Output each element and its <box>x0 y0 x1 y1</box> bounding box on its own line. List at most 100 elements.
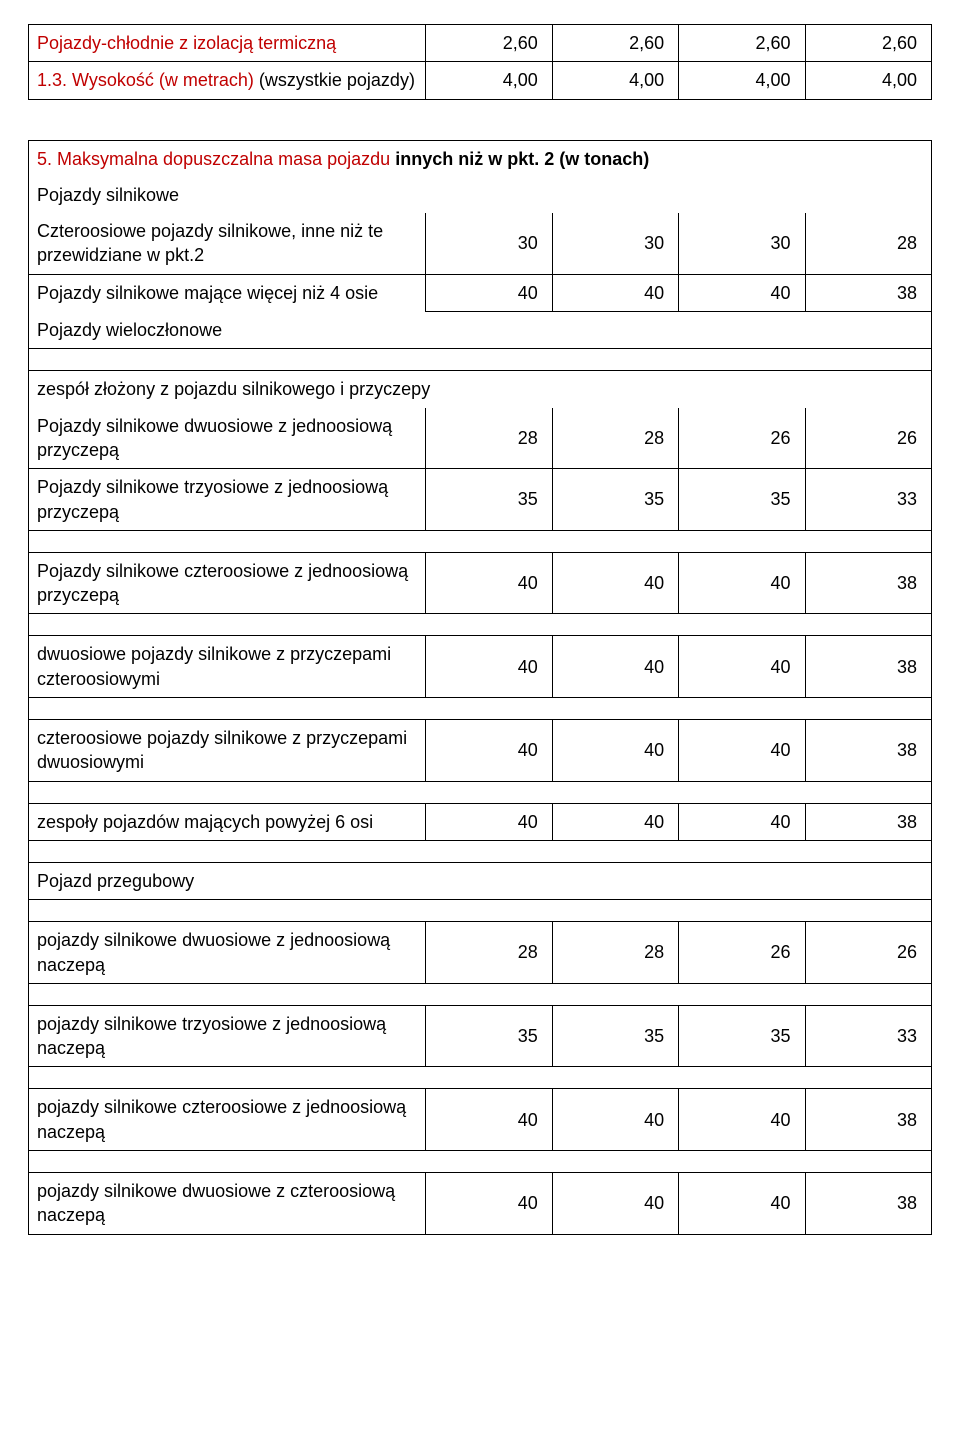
cell: 40 <box>679 636 805 698</box>
cell: 40 <box>552 274 678 311</box>
row-label: czteroosiowe pojazdy silnikowe z przycze… <box>29 720 426 782</box>
table-row: pojazdy silnikowe czteroosiowe z jednoos… <box>29 1089 932 1151</box>
cell: 38 <box>805 720 931 782</box>
cell: 35 <box>552 469 678 531</box>
row-label: pojazdy silnikowe trzyosiowe z jednoosio… <box>29 1005 426 1067</box>
cell: 40 <box>679 1173 805 1235</box>
spacer-row <box>29 349 932 371</box>
cell: 26 <box>679 922 805 984</box>
spacer-row <box>29 698 932 720</box>
cell: 38 <box>805 636 931 698</box>
table-row: Pojazdy silnikowe trzyosiowe z jednoosio… <box>29 469 932 531</box>
cell: 2,60 <box>426 25 552 62</box>
row-label: Pojazdy silnikowe dwuosiowe z jednoosiow… <box>29 408 426 469</box>
row-label: 1.3. Wysokość (w metrach) (wszystkie poj… <box>29 62 426 99</box>
spacer-row <box>29 840 932 862</box>
cell: 40 <box>426 274 552 311</box>
cell: 35 <box>679 1005 805 1067</box>
table-row: czteroosiowe pojazdy silnikowe z przycze… <box>29 720 932 782</box>
section-heading-row: 5. Maksymalna dopuszczalna masa pojazdu … <box>29 140 932 177</box>
cell: 40 <box>552 1089 678 1151</box>
table-row: pojazdy silnikowe trzyosiowe z jednoosio… <box>29 1005 932 1067</box>
cell: 40 <box>426 552 552 614</box>
cell: 40 <box>552 552 678 614</box>
cell: 40 <box>426 1173 552 1235</box>
cell: 38 <box>805 552 931 614</box>
cell: 30 <box>552 213 678 274</box>
cell: 28 <box>426 922 552 984</box>
row-label: dwuosiowe pojazdy silnikowe z przyczepam… <box>29 636 426 698</box>
cell: 35 <box>426 1005 552 1067</box>
row-label-prefix: 1.3. Wysokość (w metrach) <box>37 70 254 90</box>
group-header: Pojazd przegubowy <box>29 862 932 899</box>
cell: 4,00 <box>552 62 678 99</box>
cell: 38 <box>805 274 931 311</box>
spacer-row <box>29 1151 932 1173</box>
row-label: pojazdy silnikowe czteroosiowe z jednoos… <box>29 1089 426 1151</box>
table-row: pojazdy silnikowe dwuosiowe z jednoosiow… <box>29 922 932 984</box>
row-label: Pojazdy silnikowe mające więcej niż 4 os… <box>29 274 426 311</box>
cell: 26 <box>805 408 931 469</box>
cell: 33 <box>805 1005 931 1067</box>
cell: 40 <box>552 803 678 840</box>
table-row: Pojazdy-chłodnie z izolacją termiczną 2,… <box>29 25 932 62</box>
heading-lead: 5. Maksymalna dopuszczalna masa pojazdu <box>37 149 395 169</box>
table-row: Pojazdy silnikowe czteroosiowe z jednoos… <box>29 552 932 614</box>
cell: 40 <box>552 1173 678 1235</box>
spacer-row <box>29 781 932 803</box>
cell: 30 <box>426 213 552 274</box>
cell: 40 <box>552 636 678 698</box>
group-header: Pojazdy silnikowe <box>29 177 932 213</box>
spacer-row <box>29 900 932 922</box>
row-label-suffix: (wszystkie pojazdy) <box>254 70 415 90</box>
row-label: Czteroosiowe pojazdy silnikowe, inne niż… <box>29 213 426 274</box>
table-row: Pojazdy silnikowe mające więcej niż 4 os… <box>29 274 932 311</box>
cell: 28 <box>552 408 678 469</box>
cell: 38 <box>805 1089 931 1151</box>
cell: 2,60 <box>805 25 931 62</box>
cell: 2,60 <box>679 25 805 62</box>
cell: 40 <box>426 636 552 698</box>
cell: 40 <box>426 1089 552 1151</box>
table-row: dwuosiowe pojazdy silnikowe z przyczepam… <box>29 636 932 698</box>
top-table: Pojazdy-chłodnie z izolacją termiczną 2,… <box>28 24 932 100</box>
table-row: Czteroosiowe pojazdy silnikowe, inne niż… <box>29 213 932 274</box>
group-header-row: Pojazdy silnikowe <box>29 177 932 213</box>
cell: 40 <box>426 803 552 840</box>
section-heading: 5. Maksymalna dopuszczalna masa pojazdu … <box>29 140 932 177</box>
spacer-row <box>29 530 932 552</box>
cell: 40 <box>679 552 805 614</box>
cell: 35 <box>426 469 552 531</box>
group-header-row: zespół złożony z pojazdu silnikowego i p… <box>29 371 932 408</box>
cell: 35 <box>679 469 805 531</box>
cell: 26 <box>805 922 931 984</box>
cell: 30 <box>679 213 805 274</box>
table-row: pojazdy silnikowe dwuosiowe z czteroosio… <box>29 1173 932 1235</box>
spacer-row <box>29 614 932 636</box>
cell: 40 <box>679 720 805 782</box>
table-row: zespoły pojazdów mających powyżej 6 osi … <box>29 803 932 840</box>
group-header: zespół złożony z pojazdu silnikowego i p… <box>29 371 932 408</box>
cell: 33 <box>805 469 931 531</box>
row-label: zespoły pojazdów mających powyżej 6 osi <box>29 803 426 840</box>
spacer-row <box>29 1067 932 1089</box>
row-label: Pojazdy silnikowe trzyosiowe z jednoosio… <box>29 469 426 531</box>
group-trailer: Pojazdy wieloczłonowe <box>29 312 932 349</box>
cell: 2,60 <box>552 25 678 62</box>
group-header-row: Pojazd przegubowy <box>29 862 932 899</box>
cell: 40 <box>679 803 805 840</box>
cell: 40 <box>679 274 805 311</box>
cell: 28 <box>805 213 931 274</box>
heading-bold: innych niż w pkt. 2 (w tonach) <box>395 149 649 169</box>
cell: 40 <box>679 1089 805 1151</box>
group-trailer-row: Pojazdy wieloczłonowe <box>29 312 932 349</box>
section5-table: 5. Maksymalna dopuszczalna masa pojazdu … <box>28 140 932 1235</box>
cell: 40 <box>552 720 678 782</box>
row-label: pojazdy silnikowe dwuosiowe z jednoosiow… <box>29 922 426 984</box>
cell: 35 <box>552 1005 678 1067</box>
cell: 4,00 <box>679 62 805 99</box>
cell: 4,00 <box>426 62 552 99</box>
table-row: Pojazdy silnikowe dwuosiowe z jednoosiow… <box>29 408 932 469</box>
table-row: 1.3. Wysokość (w metrach) (wszystkie poj… <box>29 62 932 99</box>
cell: 28 <box>552 922 678 984</box>
